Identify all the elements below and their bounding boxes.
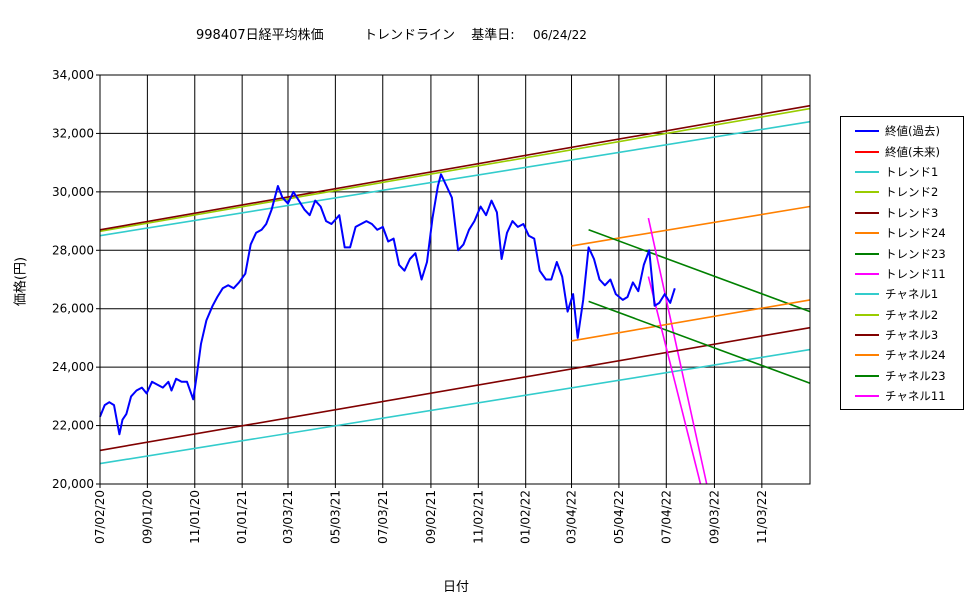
x-tick-label: 11/01/20 [188, 490, 202, 544]
y-tick-label: 24,000 [52, 360, 94, 374]
y-tick-label: 26,000 [52, 302, 94, 316]
y-tick-label: 34,000 [52, 68, 94, 82]
y-tick-label: 22,000 [52, 419, 94, 433]
legend-swatch [855, 232, 879, 235]
legend-item: トレンド2 [841, 182, 963, 202]
legend-label: トレンド2 [885, 185, 939, 200]
legend-label: チャネル2 [885, 307, 939, 322]
title-base-date: 06/24/22 [532, 28, 587, 42]
x-tick-label: 11/03/22 [755, 490, 769, 544]
legend-swatch [855, 374, 879, 377]
legend-item: 終値(未来) [841, 141, 963, 161]
series-line [571, 299, 811, 342]
legend-swatch [855, 354, 879, 357]
x-tick-label: 07/02/20 [93, 490, 107, 544]
legend-swatch [855, 293, 879, 296]
series-line [99, 107, 811, 233]
y-tick-label: 20,000 [52, 477, 94, 491]
legend-item: トレンド1 [841, 162, 963, 182]
x-tick-label: 11/02/21 [471, 490, 485, 544]
legend-swatch [855, 252, 879, 255]
y-axis-title: 価格(円) [13, 256, 29, 307]
x-tick-label: 09/03/22 [707, 490, 721, 544]
series-line [588, 229, 811, 313]
legend-swatch [855, 313, 879, 316]
x-axis-title: 日付 [443, 580, 470, 595]
series-line [99, 104, 811, 231]
series-line [99, 348, 811, 465]
plot-border [99, 74, 811, 485]
chart-subtitle: トレンドライン 基準日: 06/24/22 [364, 24, 587, 43]
legend-item: トレンド24 [841, 223, 963, 243]
legend-swatch [855, 191, 879, 194]
x-tick-label: 01/01/21 [235, 490, 249, 544]
legend-label: トレンド11 [885, 266, 946, 281]
legend-item: チャネル11 [841, 386, 963, 406]
legend-item: チャネル3 [841, 325, 963, 345]
legend-item: 終値(過去) [841, 121, 963, 141]
series-line [99, 173, 676, 436]
series-line [588, 300, 811, 384]
legend-swatch [855, 150, 879, 153]
legend-label: チャネル1 [885, 287, 939, 302]
legend-label: 終値(未来) [885, 144, 940, 159]
series-line [99, 120, 811, 237]
legend-swatch [855, 130, 879, 133]
legend-item: チャネル23 [841, 366, 963, 386]
title-base-label: 基準日: [471, 28, 515, 43]
legend-swatch [855, 211, 879, 214]
y-tick-label: 32,000 [52, 126, 94, 140]
legend-item: トレンド11 [841, 264, 963, 284]
x-tick-label: 05/04/22 [612, 490, 626, 544]
legend-label: チャネル24 [885, 348, 946, 363]
title-code-name: 998407日経平均株価 [196, 28, 324, 43]
x-tick-label: 03/04/22 [565, 490, 579, 544]
title-chart-name: トレンドライン [364, 28, 456, 43]
legend-label: トレンド23 [885, 246, 946, 261]
x-tick-label: 07/04/22 [659, 490, 673, 544]
chart-title: 998407日経平均株価 [196, 24, 324, 43]
y-tick-label: 28,000 [52, 243, 94, 257]
legend-swatch [855, 334, 879, 337]
legend-label: トレンド3 [885, 205, 939, 220]
series-line [571, 205, 811, 247]
x-tick-label: 09/01/20 [140, 490, 154, 544]
legend-label: チャネル11 [885, 389, 946, 404]
legend-label: 終値(過去) [885, 124, 940, 139]
x-tick-label: 07/03/21 [376, 490, 390, 544]
x-tick-label: 09/02/21 [424, 490, 438, 544]
legend-swatch [855, 170, 879, 173]
legend-item: チャネル1 [841, 284, 963, 304]
x-tick-label: 03/03/21 [281, 490, 295, 544]
series-line [99, 326, 811, 452]
legend-label: チャネル23 [885, 368, 946, 383]
legend-swatch [855, 272, 879, 275]
legend-item: チャネル2 [841, 305, 963, 325]
chart-legend: 終値(過去) 終値(未来) トレンド1 トレンド2 トレンド3 トレンド24 トレンド23 ト… [840, 116, 964, 410]
x-tick-label: 01/02/22 [519, 490, 533, 544]
legend-item: チャネル24 [841, 345, 963, 365]
legend-item: トレンド3 [841, 203, 963, 223]
legend-label: トレンド1 [885, 164, 939, 179]
plot-area [100, 75, 810, 484]
legend-item: トレンド23 [841, 243, 963, 263]
series-line [647, 276, 702, 485]
x-tick-label: 05/03/21 [328, 490, 342, 544]
legend-swatch [855, 395, 879, 398]
y-tick-label: 30,000 [52, 185, 94, 199]
legend-label: トレンド24 [885, 226, 946, 241]
legend-label: チャネル3 [885, 328, 939, 343]
